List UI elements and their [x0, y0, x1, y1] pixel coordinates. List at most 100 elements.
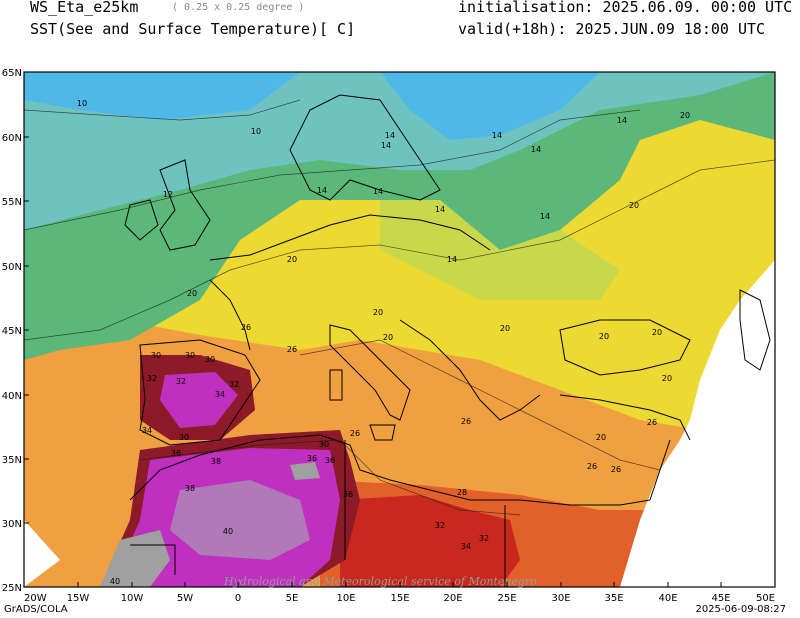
coast-turkey [559, 394, 691, 441]
contour-value-label: 12 [163, 190, 173, 199]
contour-value-label: 40 [110, 577, 120, 586]
contour-value-label: 14 [435, 205, 445, 214]
contour-value-label: 38 [185, 484, 195, 493]
contour-value-label: 38 [211, 457, 221, 466]
contour-value-label: 30 [185, 351, 195, 360]
contour-value-label: 20 [187, 289, 197, 298]
contour-value-label: 14 [540, 212, 550, 221]
contour-value-label: 14 [381, 141, 391, 150]
coast-sicily [369, 424, 396, 441]
contour-value-label: 20 [500, 324, 510, 333]
contour-value-label: 30 [179, 433, 189, 442]
lat-tick-label: 25N [2, 583, 22, 594]
lon-tick-label: 30E [551, 593, 570, 604]
isotherm-20 [24, 159, 775, 341]
coast-caspian [739, 289, 771, 371]
longitude-axis: 20W 15W 10W 5W 0 5E 10E 15E 20E 25E 30E 35E 40E 45E 50… [23, 582, 776, 604]
lat-tick-label: 50N [2, 262, 22, 273]
lon-tick-label: 0 [235, 593, 241, 604]
contour-value-label: 26 [350, 429, 360, 438]
contour-value-label: 20 [599, 332, 609, 341]
contour-value-label: 20 [662, 374, 672, 383]
contour-value-label: 26 [241, 323, 251, 332]
lon-tick-label: 40E [658, 593, 677, 604]
contour-value-label: 36 [171, 449, 181, 458]
model-name: WS_Eta_e25km [30, 0, 139, 16]
isotherm-10 [24, 99, 301, 121]
contour-value-label: 14 [617, 116, 627, 125]
contour-value-label: 20 [652, 328, 662, 337]
coast-black-sea [559, 319, 691, 376]
lat-tick-label: 60N [2, 133, 22, 144]
contour-value-label: 26 [647, 418, 657, 427]
lat-tick-label: 40N [2, 391, 22, 402]
lon-tick-label: 5E [286, 593, 299, 604]
coast-iberia [139, 339, 261, 446]
contour-value-label: 30 [205, 355, 215, 364]
isotherm-14 [24, 109, 641, 231]
variable-title: SST(See and Surface Temperature)[ C] [30, 20, 356, 38]
coast-british-isles [159, 159, 211, 251]
lon-tick-label: 5W [177, 593, 193, 604]
contour-value-label: 14 [373, 187, 383, 196]
field-violet-hot [170, 480, 310, 560]
lon-tick-label: 20W [24, 593, 47, 604]
coast-ireland [124, 199, 159, 241]
contour-value-label: 32 [176, 377, 186, 386]
contour-value-label: 14 [447, 255, 457, 264]
contour-value-label: 14 [385, 131, 395, 140]
field-cold-blue [24, 72, 600, 140]
contour-value-label: 20 [629, 201, 639, 210]
field-grey-maxima [100, 462, 320, 587]
contour-value-label: 28 [457, 488, 467, 497]
contour-value-label: 20 [373, 308, 383, 317]
latitude-axis: 65N 60N 55N 50N 45N 40N 35N 30N 25N [2, 68, 29, 594]
lon-tick-label: 15E [390, 593, 409, 604]
no-data-mask-east [620, 260, 775, 587]
coast-scandinavia [289, 94, 441, 201]
contour-value-label: 26 [611, 465, 621, 474]
contour-value-label: 30 [151, 351, 161, 360]
lat-tick-label: 55N [2, 197, 22, 208]
contour-value-label: 20 [383, 333, 393, 342]
contour-value-label: 36 [307, 454, 317, 463]
contour-value-label: 20 [596, 433, 606, 442]
lon-tick-label: 25E [497, 593, 516, 604]
contour-value-label: 32 [435, 521, 445, 530]
contour-value-label: 14 [317, 186, 327, 195]
contour-value-label: 20 [680, 111, 690, 120]
contour-value-label: 32 [147, 374, 157, 383]
lon-tick-label: 35E [604, 593, 623, 604]
contour-value-label: 36 [343, 490, 353, 499]
field-red-libya [340, 495, 520, 587]
valid-time: valid(+18h): 2025.JUN.09 18:00 UTC [458, 20, 766, 38]
contour-value-label: 26 [287, 345, 297, 354]
contour-value-label: 10 [251, 127, 261, 136]
lon-tick-label: 10E [336, 593, 355, 604]
contour-value-label: 32 [479, 534, 489, 543]
coast-france-bay [209, 279, 251, 351]
lat-tick-label: 35N [2, 455, 22, 466]
contour-value-label: 34 [461, 542, 471, 551]
contour-value-label: 32 [229, 380, 239, 389]
resolution-note: ( 0.25 x 0.25 degree ) [172, 2, 305, 13]
contour-value-label: 10 [77, 99, 87, 108]
contour-value-label: 14 [492, 131, 502, 140]
contour-value-label: 26 [587, 462, 597, 471]
lon-tick-label: 45E [711, 593, 730, 604]
footer-right: 2025-06-09-08:27 [695, 604, 786, 615]
no-data-mask-southwest [24, 520, 60, 587]
contour-value-label: 34 [142, 426, 152, 435]
contour-value-label: 20 [287, 255, 297, 264]
init-time: initialisation: 2025.06.09. 00:00 UTC [458, 0, 793, 16]
contour-value-label: 36 [325, 456, 335, 465]
isotherm-26 [299, 339, 661, 471]
footer-left: GrADS/COLA [4, 604, 68, 615]
lat-tick-label: 65N [2, 68, 22, 79]
contour-value-label: 30 [319, 440, 329, 449]
coast-western-europe [209, 214, 491, 261]
lon-tick-label: 20E [443, 593, 462, 604]
lon-tick-label: 10W [121, 593, 144, 604]
